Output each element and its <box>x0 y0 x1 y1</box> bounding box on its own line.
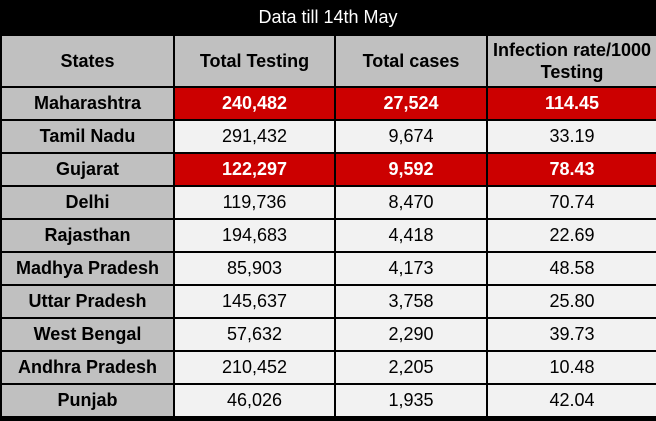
column-header-total-testing: Total Testing <box>175 36 334 86</box>
state-cell: Punjab <box>2 385 173 416</box>
total-testing-cell: 46,026 <box>175 385 334 416</box>
total-cases-cell: 4,173 <box>336 253 486 284</box>
table-row: Uttar Pradesh 145,637 3,758 25.80 <box>2 286 656 317</box>
infection-rate-cell: 39.73 <box>488 319 656 350</box>
infection-rate-cell: 33.19 <box>488 121 656 152</box>
table-row: Madhya Pradesh 85,903 4,173 48.58 <box>2 253 656 284</box>
total-cases-cell: 9,592 <box>336 154 486 185</box>
table-row: Andhra Pradesh 210,452 2,205 10.48 <box>2 352 656 383</box>
state-cell: Maharashtra <box>2 88 173 119</box>
table-row: West Bengal 57,632 2,290 39.73 <box>2 319 656 350</box>
total-testing-cell: 119,736 <box>175 187 334 218</box>
infection-rate-cell: 70.74 <box>488 187 656 218</box>
table-row: Rajasthan 194,683 4,418 22.69 <box>2 220 656 251</box>
total-testing-cell: 122,297 <box>175 154 334 185</box>
infection-rate-cell: 78.43 <box>488 154 656 185</box>
total-cases-cell: 27,524 <box>336 88 486 119</box>
infection-rate-cell: 42.04 <box>488 385 656 416</box>
table-row: Punjab 46,026 1,935 42.04 <box>2 385 656 416</box>
total-testing-cell: 194,683 <box>175 220 334 251</box>
column-header-infection-rate: Infection rate/1000 Testing <box>488 36 656 86</box>
total-cases-cell: 8,470 <box>336 187 486 218</box>
column-header-states: States <box>2 36 173 86</box>
state-cell: Tamil Nadu <box>2 121 173 152</box>
infection-rate-cell: 48.58 <box>488 253 656 284</box>
state-cell: Delhi <box>2 187 173 218</box>
state-cell: West Bengal <box>2 319 173 350</box>
state-cell: Rajasthan <box>2 220 173 251</box>
table-row: Gujarat 122,297 9,592 78.43 <box>2 154 656 185</box>
total-testing-cell: 57,632 <box>175 319 334 350</box>
total-testing-cell: 85,903 <box>175 253 334 284</box>
total-testing-cell: 291,432 <box>175 121 334 152</box>
total-testing-cell: 145,637 <box>175 286 334 317</box>
state-cell: Uttar Pradesh <box>2 286 173 317</box>
table-row: Tamil Nadu 291,432 9,674 33.19 <box>2 121 656 152</box>
table-row: Maharashtra 240,482 27,524 114.45 <box>2 88 656 119</box>
total-testing-cell: 210,452 <box>175 352 334 383</box>
infection-rate-cell: 22.69 <box>488 220 656 251</box>
total-cases-cell: 3,758 <box>336 286 486 317</box>
total-cases-cell: 9,674 <box>336 121 486 152</box>
total-cases-cell: 2,205 <box>336 352 486 383</box>
total-cases-cell: 4,418 <box>336 220 486 251</box>
infection-rate-cell: 114.45 <box>488 88 656 119</box>
total-testing-cell: 240,482 <box>175 88 334 119</box>
state-cell: Andhra Pradesh <box>2 352 173 383</box>
total-cases-cell: 2,290 <box>336 319 486 350</box>
data-table: States Total Testing Total cases Infecti… <box>0 34 656 418</box>
table-title: Data till 14th May <box>258 7 398 27</box>
state-cell: Gujarat <box>2 154 173 185</box>
infection-rate-cell: 10.48 <box>488 352 656 383</box>
total-cases-cell: 1,935 <box>336 385 486 416</box>
table-body: Maharashtra 240,482 27,524 114.45 Tamil Nadu… <box>2 88 656 416</box>
column-header-total-cases: Total cases <box>336 36 486 86</box>
header-row: States Total Testing Total cases Infecti… <box>2 36 656 86</box>
table-row: Delhi 119,736 8,470 70.74 <box>2 187 656 218</box>
infection-rate-cell: 25.80 <box>488 286 656 317</box>
state-cell: Madhya Pradesh <box>2 253 173 284</box>
